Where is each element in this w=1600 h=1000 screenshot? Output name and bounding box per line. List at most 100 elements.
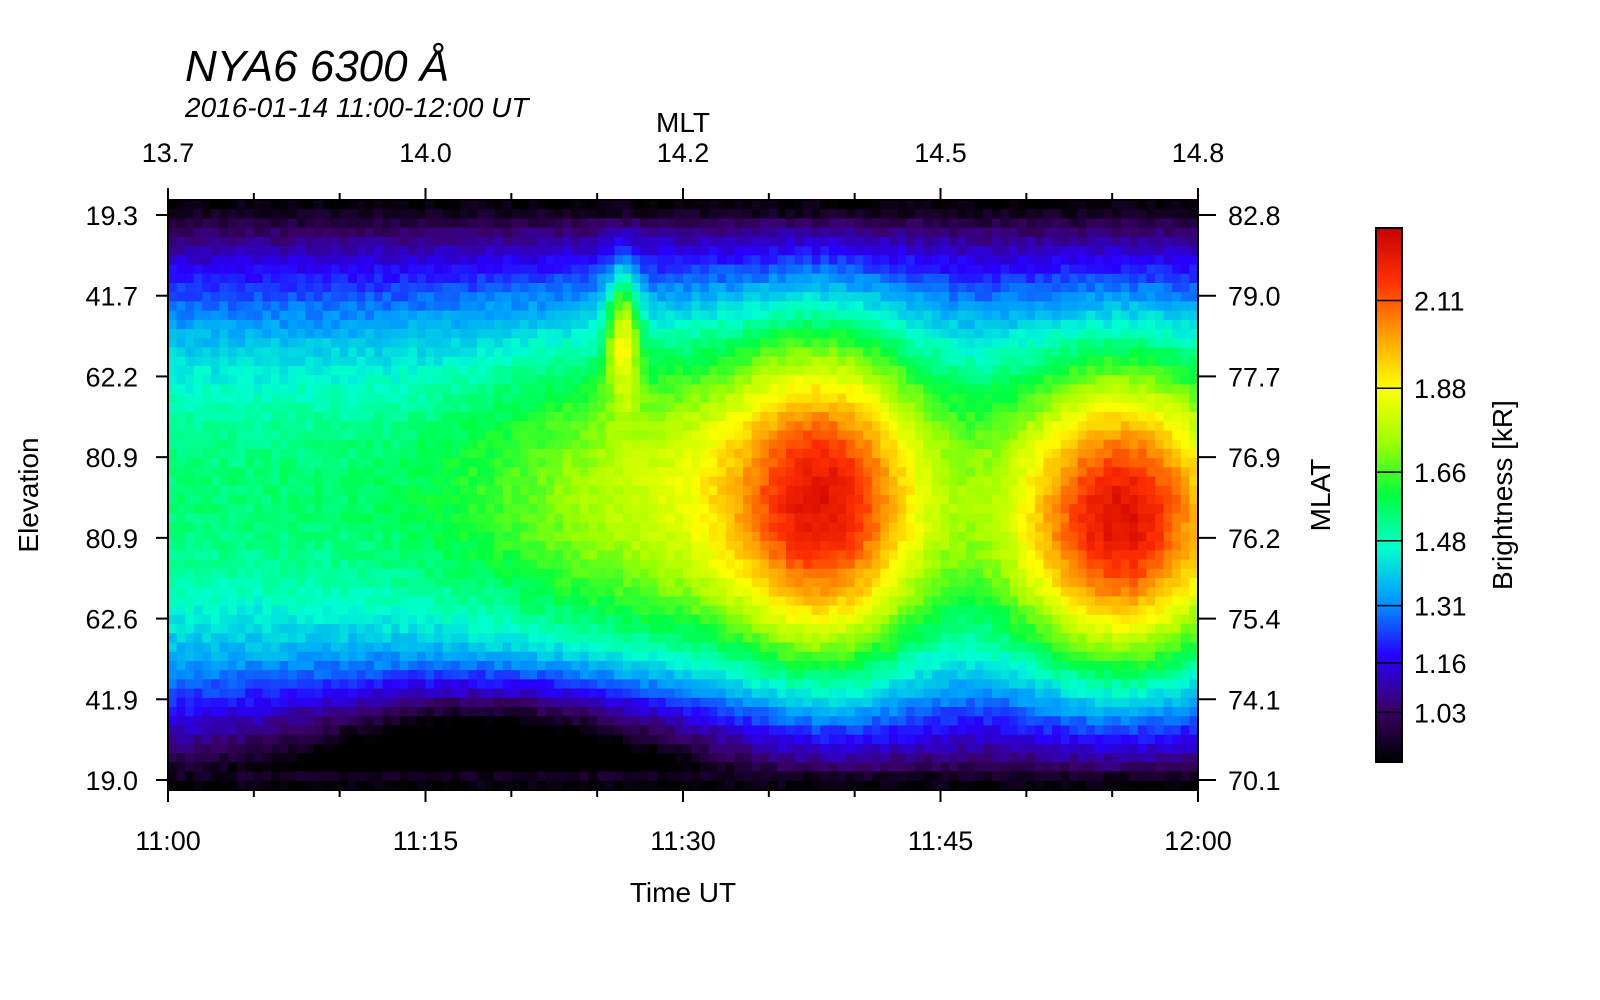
heatmap-cell bbox=[528, 439, 538, 450]
heatmap-cell bbox=[176, 624, 186, 634]
heatmap-cell bbox=[580, 384, 590, 395]
heatmap-cell bbox=[717, 393, 727, 404]
heatmap-cell bbox=[477, 236, 487, 247]
heatmap-cell bbox=[331, 448, 341, 459]
heatmap-cell bbox=[245, 310, 255, 321]
heatmap-cell bbox=[288, 614, 298, 625]
heatmap-cell bbox=[820, 504, 830, 515]
heatmap-cell bbox=[202, 338, 212, 349]
heatmap-cell bbox=[562, 365, 573, 376]
heatmap-cell bbox=[588, 421, 598, 432]
heatmap-cell bbox=[537, 541, 547, 551]
heatmap-cell bbox=[519, 522, 530, 533]
heatmap-cell bbox=[700, 209, 710, 220]
heatmap-cell bbox=[382, 762, 392, 773]
heatmap-cell bbox=[442, 393, 452, 404]
heatmap-cell bbox=[777, 651, 787, 662]
heatmap-cell bbox=[648, 568, 658, 579]
heatmap-cell bbox=[708, 412, 718, 422]
heatmap-cell bbox=[700, 393, 710, 404]
heatmap-cell bbox=[554, 541, 564, 551]
heatmap-cell bbox=[245, 393, 255, 404]
heatmap-cell bbox=[502, 227, 512, 238]
heatmap-cell bbox=[451, 347, 461, 358]
heatmap-cell bbox=[528, 513, 538, 524]
heatmap-cell bbox=[562, 614, 573, 625]
heatmap-cell bbox=[580, 467, 590, 478]
heatmap-cell bbox=[760, 209, 770, 220]
heatmap-cell bbox=[236, 365, 246, 376]
heatmap-cell bbox=[786, 255, 796, 266]
heatmap-cell bbox=[580, 236, 590, 247]
heatmap-cell bbox=[631, 200, 641, 210]
heatmap-cell bbox=[219, 550, 229, 561]
heatmap-cell bbox=[168, 218, 178, 229]
heatmap-cell bbox=[425, 301, 435, 312]
heatmap-cell bbox=[700, 236, 710, 247]
heatmap-cell bbox=[468, 753, 478, 763]
heatmap-cell bbox=[528, 236, 538, 247]
heatmap-cell bbox=[725, 495, 736, 505]
heatmap-cell bbox=[416, 476, 427, 487]
heatmap-cell bbox=[408, 412, 418, 422]
heatmap-cell bbox=[631, 292, 641, 303]
heatmap-cell bbox=[382, 227, 392, 238]
heatmap-cell bbox=[193, 568, 203, 579]
heatmap-cell bbox=[640, 264, 650, 275]
heatmap-cell bbox=[691, 467, 701, 478]
heatmap-cell bbox=[279, 679, 289, 690]
heatmap-cell bbox=[614, 522, 624, 533]
heatmap-cell bbox=[777, 624, 787, 634]
heatmap-cell bbox=[459, 467, 470, 478]
heatmap-cell bbox=[348, 310, 358, 321]
heatmap-cell bbox=[622, 550, 633, 561]
heatmap-cell bbox=[708, 310, 718, 321]
heatmap-cell bbox=[537, 375, 547, 385]
heatmap-cell bbox=[434, 430, 444, 441]
heatmap-cell bbox=[176, 651, 186, 662]
heatmap-cell bbox=[494, 236, 504, 247]
heatmap-cell bbox=[700, 227, 710, 238]
heatmap-cell bbox=[502, 771, 512, 782]
heatmap-cell bbox=[434, 467, 444, 478]
heatmap-cell bbox=[794, 200, 804, 210]
heatmap-cell bbox=[700, 568, 710, 579]
heatmap-cell bbox=[511, 780, 521, 790]
heatmap-cell bbox=[288, 568, 298, 579]
heatmap-cell bbox=[494, 568, 504, 579]
heatmap-cell bbox=[468, 605, 478, 616]
heatmap-cell bbox=[777, 743, 787, 754]
heatmap-cell bbox=[245, 200, 255, 210]
heatmap-cell bbox=[528, 743, 538, 754]
heatmap-cell bbox=[391, 448, 401, 459]
heatmap-cell bbox=[794, 725, 804, 736]
heatmap-cell bbox=[262, 365, 272, 376]
heatmap-cell bbox=[683, 605, 693, 616]
heatmap-cell bbox=[631, 301, 641, 312]
heatmap-cell bbox=[511, 375, 521, 385]
heatmap-cell bbox=[683, 246, 693, 256]
heatmap-cell bbox=[588, 301, 598, 312]
heatmap-cell bbox=[219, 559, 229, 570]
heatmap-cell bbox=[399, 605, 409, 616]
heatmap-cell bbox=[193, 338, 203, 349]
heatmap-cell bbox=[236, 301, 246, 312]
heatmap-cell bbox=[288, 753, 298, 763]
heatmap-cell bbox=[700, 430, 710, 441]
heatmap-cell bbox=[271, 522, 281, 533]
heatmap-cell bbox=[271, 227, 281, 238]
heatmap-cell bbox=[657, 384, 667, 395]
heatmap-cell bbox=[185, 642, 195, 653]
heatmap-cell bbox=[760, 633, 770, 644]
heatmap-cell bbox=[554, 780, 564, 790]
heatmap-cell bbox=[725, 301, 736, 312]
heatmap-cell bbox=[185, 495, 195, 505]
heatmap-cell bbox=[262, 439, 272, 450]
heatmap-cell bbox=[279, 255, 289, 266]
heatmap-cell bbox=[468, 356, 478, 367]
heatmap-cell bbox=[580, 282, 590, 293]
heatmap-cell bbox=[803, 329, 813, 339]
heatmap-cell bbox=[425, 550, 435, 561]
heatmap-cell bbox=[597, 771, 607, 782]
heatmap-cell bbox=[416, 292, 427, 303]
